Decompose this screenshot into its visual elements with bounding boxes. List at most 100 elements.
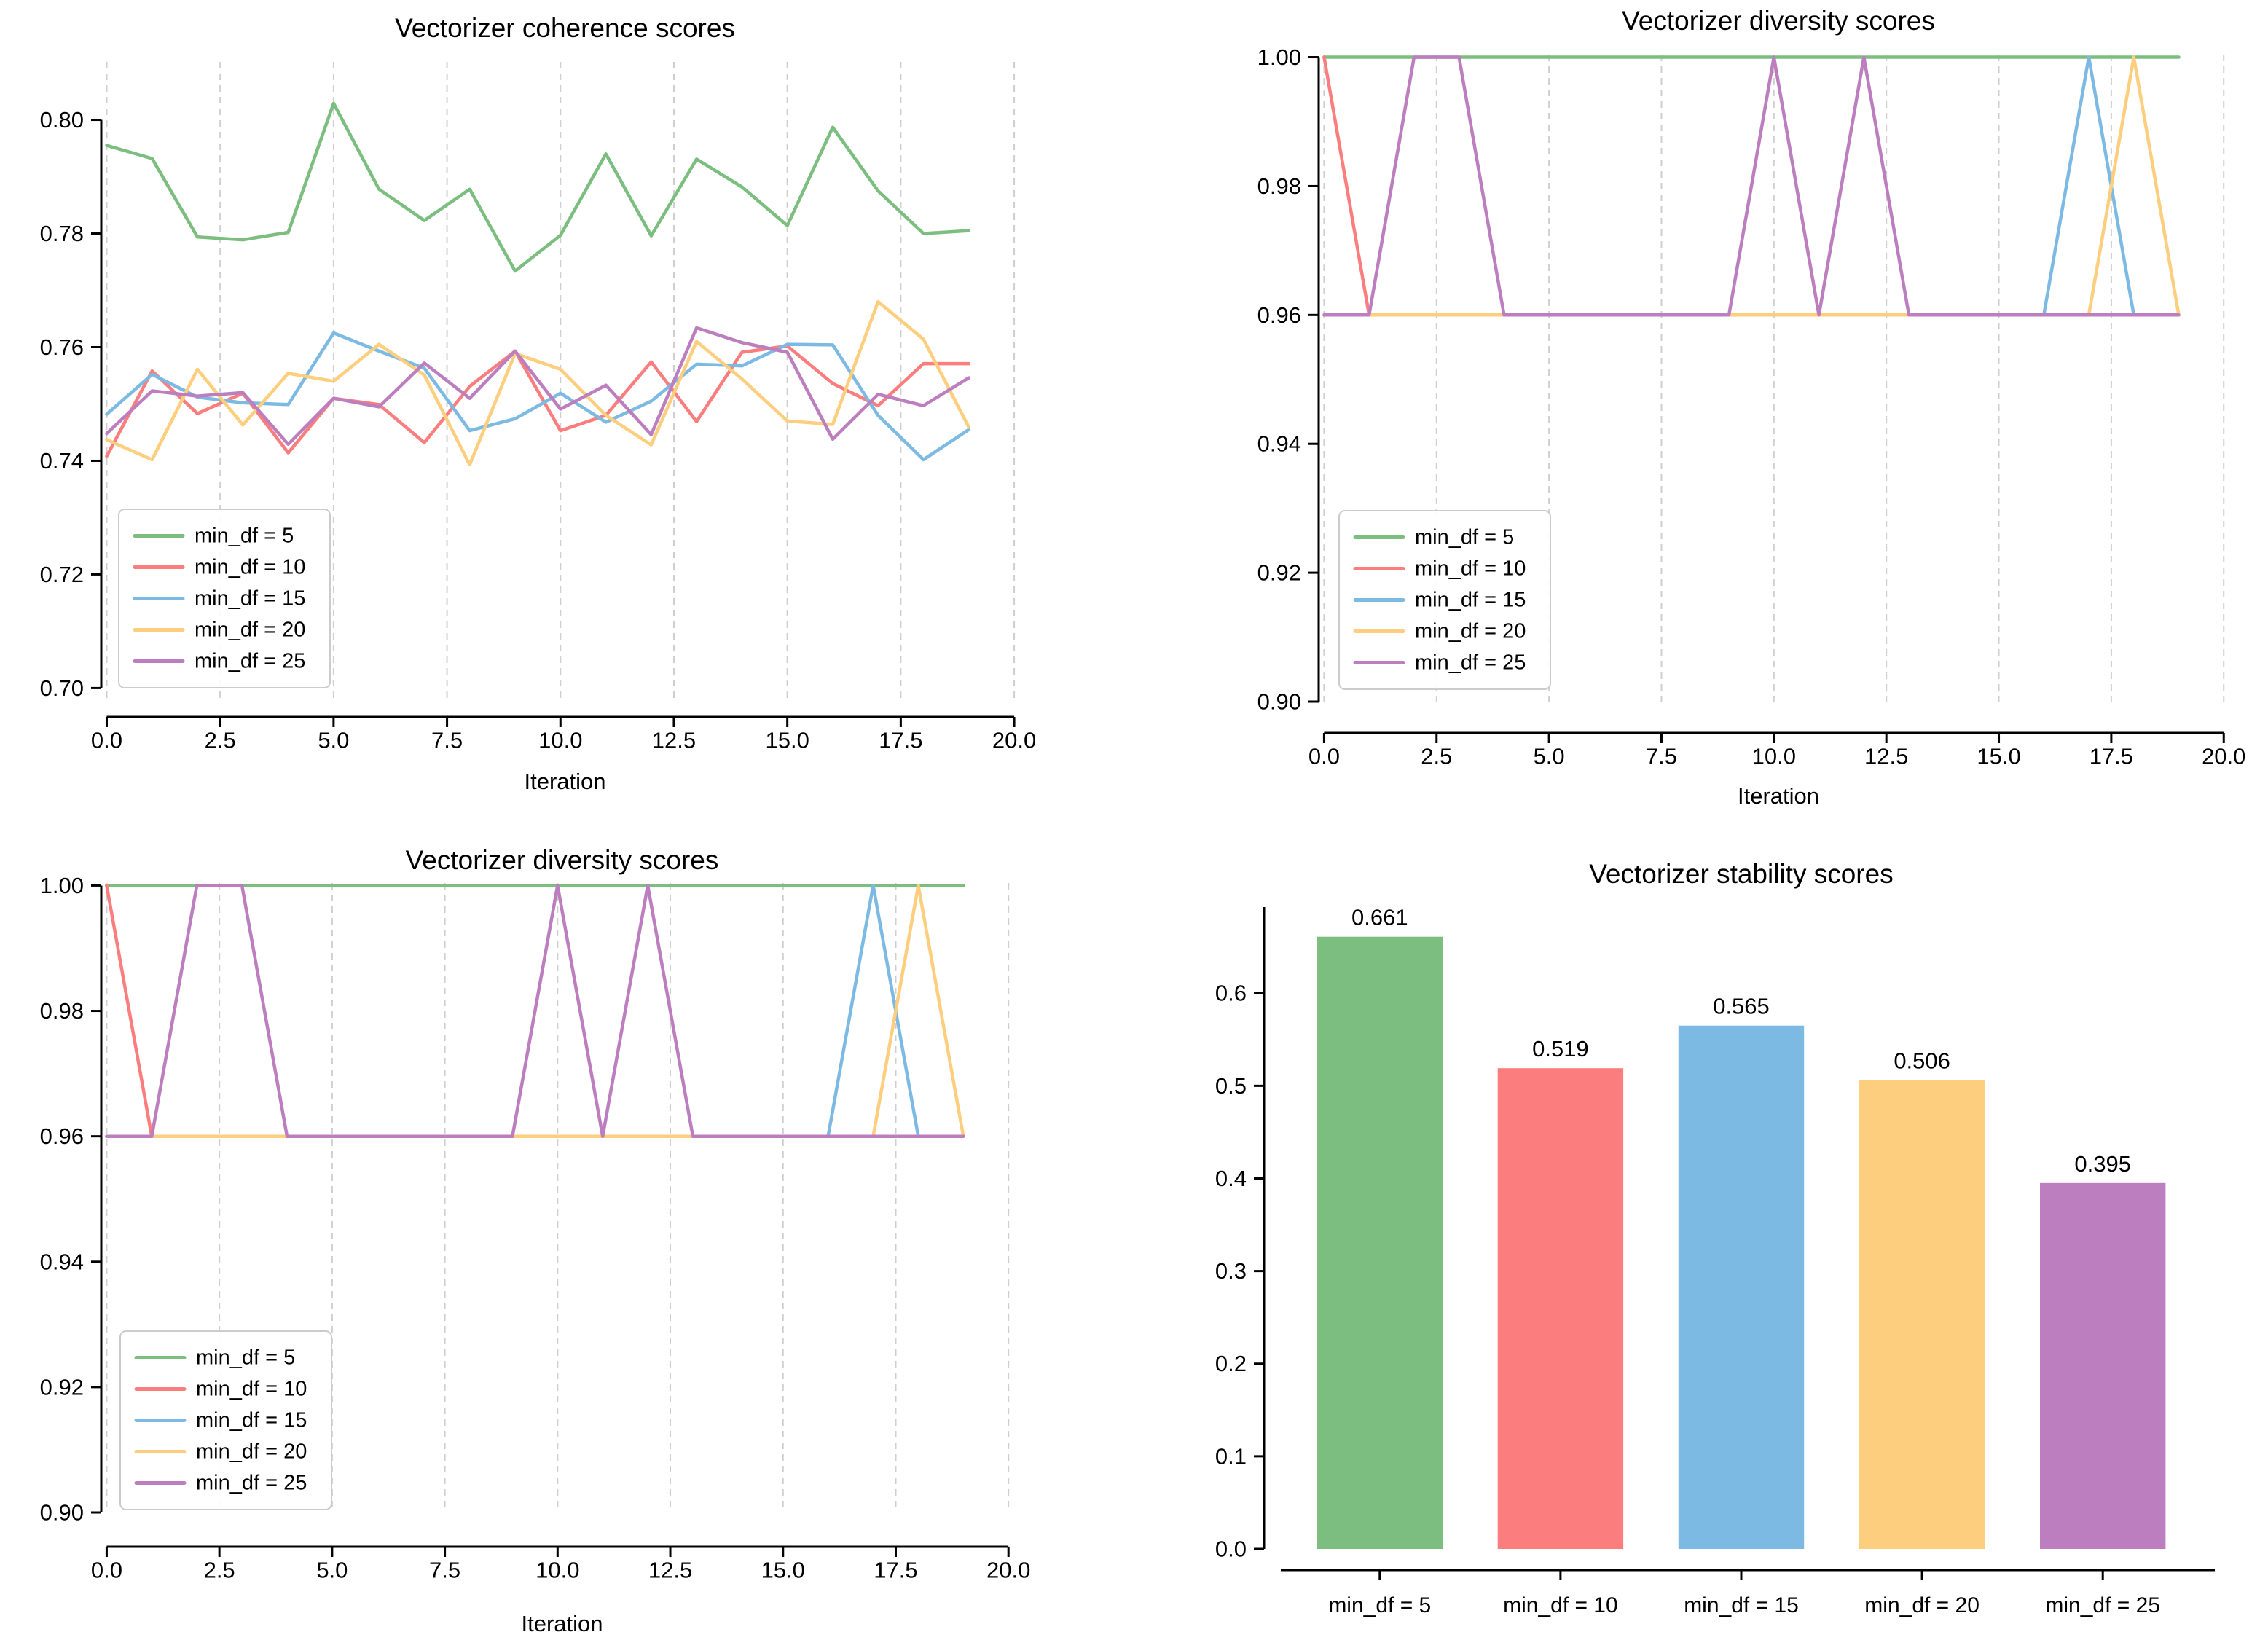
- y-tick-label: 0.98: [40, 998, 84, 1024]
- legend-item-min-df-15: min_df = 15: [133, 587, 305, 611]
- y-tick-label: 0.4: [1215, 1166, 1247, 1191]
- diversity-top-chart: 0.90 0.92 0.94 0.96 0.98 1.00 0.0 2.5 5.0 7.5 10.0…: [1257, 6, 2246, 809]
- legend-item-min-df-20: min_df = 20: [134, 1440, 307, 1464]
- y-tick-label: 0.92: [40, 1374, 84, 1400]
- legend-item-min-df-5: min_df = 5: [1353, 526, 1514, 549]
- legend-box: [119, 1330, 332, 1510]
- y-tick-label: 0.92: [1257, 560, 1301, 586]
- legend-item-min-df-25: min_df = 25: [1353, 651, 1526, 675]
- legend-item-min-df-15: min_df = 15: [1353, 589, 1526, 612]
- x-tick-label: 12.5: [1864, 743, 1908, 769]
- y-tick-label: 0.94: [40, 1249, 84, 1274]
- chart-title: Vectorizer stability scores: [1589, 859, 1893, 889]
- chart-title: Vectorizer coherence scores: [395, 13, 735, 43]
- x-axis-label: Iteration: [1738, 783, 1819, 809]
- bar-min-df-20: [1859, 1080, 1985, 1549]
- y-tick-label: 0.94: [1257, 431, 1301, 457]
- legend-item-min-df-15: min_df = 15: [134, 1409, 307, 1432]
- legend-label: min_df = 10: [195, 556, 305, 579]
- legend-box: [118, 509, 331, 688]
- y-tick-label: 0.80: [40, 107, 84, 133]
- y-tick-label: 0.1: [1215, 1443, 1247, 1469]
- x-tick-label: 12.5: [652, 727, 696, 753]
- x-tick-label: 15.0: [765, 727, 809, 753]
- y-tick-label: 0.96: [40, 1123, 84, 1149]
- x-tick-label: 10.0: [535, 1557, 579, 1582]
- y-tick-label: 0.0: [1215, 1537, 1247, 1562]
- legend: min_df = 5 min_df = 10 min_df = 15 min_df =…: [118, 509, 331, 688]
- chart-title: Vectorizer diversity scores: [406, 845, 719, 875]
- x-tick-label: 20.0: [986, 1557, 1030, 1582]
- legend-item-min-df-25: min_df = 25: [133, 650, 305, 673]
- series-line-min-df-25: [105, 326, 971, 447]
- y-tick-label: 0.74: [40, 448, 84, 474]
- x-tick-label: 7.5: [431, 727, 463, 753]
- bar-value-label: 0.506: [1894, 1048, 1950, 1074]
- y-tick-label: 0.90: [40, 1500, 84, 1526]
- legend-label: min_df = 20: [196, 1440, 307, 1464]
- bar-min-df-5: [1317, 936, 1443, 1549]
- series-line-min-df-25: [105, 884, 965, 1138]
- y-tick-label: 0.78: [40, 221, 84, 246]
- legend-label: min_df = 5: [1415, 526, 1514, 549]
- x-tick-label: 20.0: [2202, 743, 2245, 769]
- y-tick-label: 0.2: [1215, 1351, 1247, 1376]
- y-tick-label: 0.70: [40, 675, 84, 701]
- x-tick-label: 2.5: [204, 1557, 235, 1582]
- legend-label: min_df = 20: [1415, 620, 1526, 643]
- y-tick-label: 1.00: [1257, 44, 1301, 70]
- diversity-bottom-chart: 0.90 0.92 0.94 0.96 0.98 1.00 0.0 2.5 5.0 7.5 10.0…: [40, 845, 1031, 1636]
- y-tick-label: 0.5: [1215, 1073, 1247, 1099]
- x-tick-label: 12.5: [648, 1557, 692, 1582]
- y-tick-label: 0.98: [1257, 173, 1301, 199]
- bar-value-label: 0.661: [1351, 905, 1408, 930]
- bar-value-label: 0.519: [1532, 1036, 1589, 1062]
- series-line-min-df-25: [1322, 55, 2181, 317]
- legend-label: min_df = 5: [195, 525, 294, 548]
- x-tick-label: 5.0: [1534, 743, 1565, 769]
- legend-box: [1338, 510, 1551, 690]
- coherence-chart: 0.70 0.72 0.74 0.76 0.78 0.80 0.0 2.5 5.0 7.5 10.0…: [40, 13, 1037, 794]
- x-tick-label: 5.0: [316, 1557, 348, 1582]
- x-tick-label: min_df = 5: [1328, 1593, 1431, 1617]
- legend-item-min-df-10: min_df = 10: [134, 1378, 307, 1401]
- x-tick-label: min_df = 15: [1684, 1593, 1799, 1617]
- legend-item-min-df-5: min_df = 5: [133, 525, 294, 548]
- legend-label: min_df = 25: [1415, 651, 1526, 675]
- legend-label: min_df = 10: [196, 1378, 307, 1401]
- legend: min_df = 5 min_df = 10 min_df = 15 min_df =…: [119, 1330, 332, 1510]
- x-tick-label: 0.0: [91, 727, 122, 753]
- legend-item-min-df-25: min_df = 25: [134, 1472, 307, 1495]
- x-tick-label: 0.0: [91, 1557, 122, 1582]
- x-tick-label: 10.0: [1752, 743, 1796, 769]
- y-tick-label: 0.76: [40, 334, 84, 360]
- bar-min-df-15: [1678, 1025, 1805, 1549]
- legend-item-min-df-10: min_df = 10: [133, 556, 305, 579]
- x-tick-label: 17.5: [879, 727, 922, 753]
- x-tick-label: 7.5: [1646, 743, 1677, 769]
- x-tick-label: 2.5: [1421, 743, 1452, 769]
- legend-label: min_df = 15: [195, 587, 305, 611]
- x-tick-label: min_df = 10: [1503, 1593, 1618, 1617]
- bar-value-label: 0.395: [2074, 1151, 2131, 1177]
- legend-label: min_df = 25: [196, 1472, 307, 1495]
- legend: min_df = 5 min_df = 10 min_df = 15 min_df =…: [1338, 510, 1551, 690]
- legend-label: min_df = 5: [196, 1346, 295, 1370]
- y-tick-label: 0.3: [1215, 1258, 1247, 1284]
- legend-label: min_df = 15: [1415, 589, 1526, 612]
- series-line-min-df-20: [105, 299, 971, 467]
- legend-label: min_df = 20: [195, 619, 305, 642]
- x-tick-label: 5.0: [318, 727, 349, 753]
- x-tick-label: 10.0: [538, 727, 582, 753]
- stability-chart: 0.661 0.519 0.565 0.506 0.395 0.0 0.1 0.2 0.3 0.4…: [1215, 859, 2215, 1617]
- legend-label: min_df = 25: [195, 650, 305, 673]
- legend-item-min-df-20: min_df = 20: [133, 619, 305, 642]
- x-tick-label: 2.5: [205, 727, 236, 753]
- chart-title: Vectorizer diversity scores: [1622, 6, 1935, 36]
- x-tick-label: min_df = 25: [2045, 1593, 2160, 1617]
- x-axis-label: Iteration: [521, 1611, 603, 1636]
- legend-item-min-df-10: min_df = 10: [1353, 557, 1526, 581]
- x-tick-label: 17.5: [2090, 743, 2133, 769]
- y-tick-label: 0.6: [1215, 981, 1247, 1006]
